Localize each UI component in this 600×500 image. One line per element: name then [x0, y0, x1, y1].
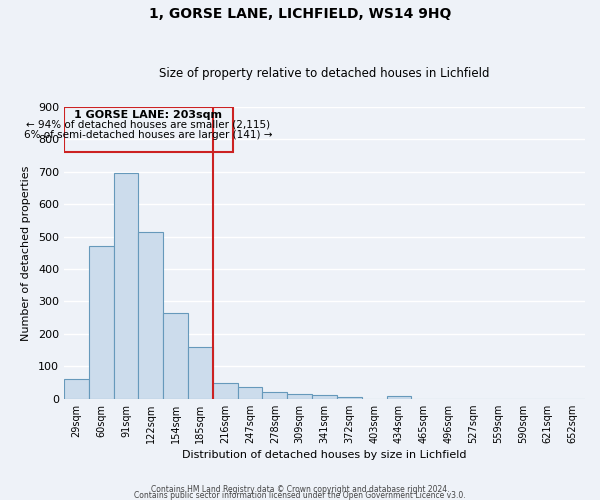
Text: 6% of semi-detached houses are larger (141) →: 6% of semi-detached houses are larger (1…: [24, 130, 272, 140]
Bar: [386, 396, 412, 398]
Text: Contains public sector information licensed under the Open Government Licence v3: Contains public sector information licen…: [134, 490, 466, 500]
Text: 1, GORSE LANE, LICHFIELD, WS14 9HQ: 1, GORSE LANE, LICHFIELD, WS14 9HQ: [149, 8, 451, 22]
Bar: [64, 107, 233, 152]
Bar: [213, 384, 238, 398]
Bar: [238, 388, 262, 398]
Bar: [89, 246, 113, 398]
Text: Contains HM Land Registry data © Crown copyright and database right 2024.: Contains HM Land Registry data © Crown c…: [151, 484, 449, 494]
Bar: [337, 397, 362, 398]
Bar: [163, 314, 188, 398]
Bar: [287, 394, 312, 398]
Bar: [139, 232, 163, 398]
Bar: [64, 380, 89, 398]
Bar: [113, 174, 139, 398]
Bar: [262, 392, 287, 398]
Bar: [188, 347, 213, 399]
Text: 1 GORSE LANE: 203sqm: 1 GORSE LANE: 203sqm: [74, 110, 223, 120]
Y-axis label: Number of detached properties: Number of detached properties: [21, 165, 31, 340]
Text: ← 94% of detached houses are smaller (2,115): ← 94% of detached houses are smaller (2,…: [26, 120, 271, 130]
Title: Size of property relative to detached houses in Lichfield: Size of property relative to detached ho…: [159, 66, 490, 80]
X-axis label: Distribution of detached houses by size in Lichfield: Distribution of detached houses by size …: [182, 450, 467, 460]
Bar: [312, 396, 337, 398]
